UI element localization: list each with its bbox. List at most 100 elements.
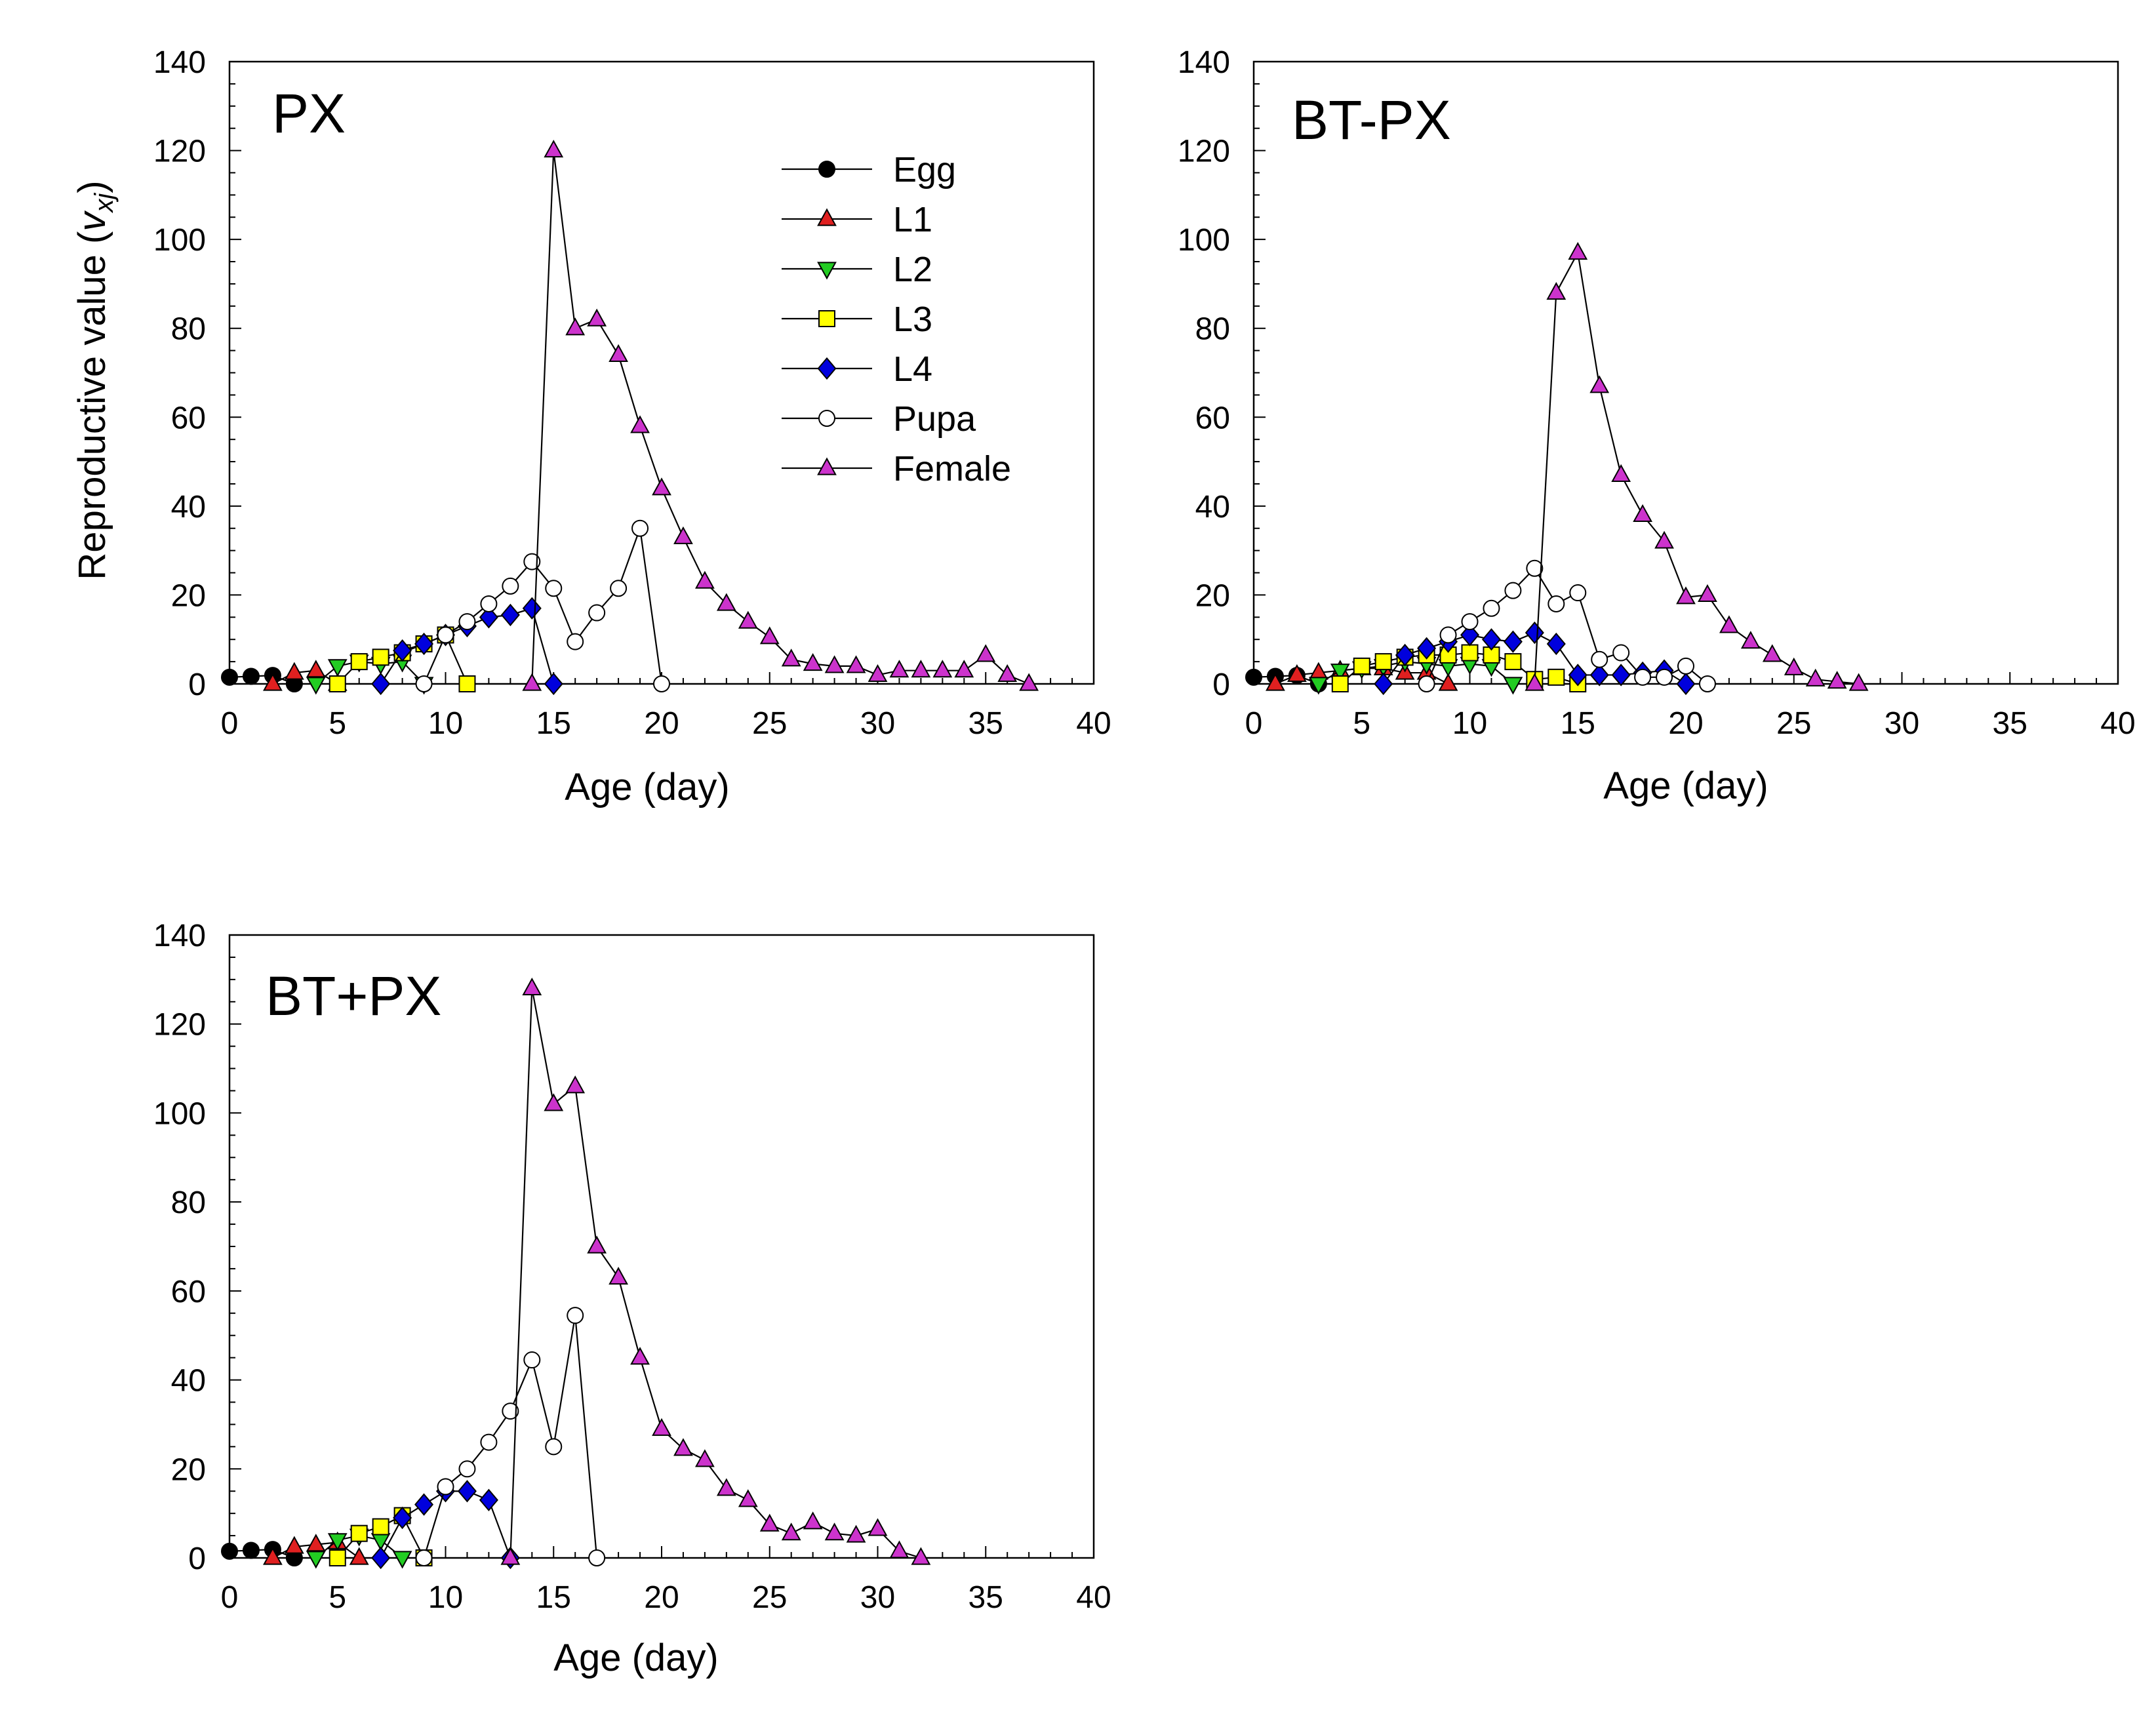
legend-label-l4: L4 xyxy=(893,349,932,389)
data-point-pupa xyxy=(480,1433,498,1451)
x-tick-label: 35 xyxy=(1993,706,2027,741)
panel-title: PX xyxy=(272,83,346,144)
x-tick-label: 25 xyxy=(1776,706,1811,741)
y-tick-label: 60 xyxy=(171,1275,206,1309)
data-point-female xyxy=(1848,673,1869,691)
data-point-female xyxy=(609,1267,628,1285)
legend-label-egg: Egg xyxy=(893,150,956,189)
legend-marker-l4 xyxy=(817,357,837,380)
data-point-female xyxy=(587,1235,607,1254)
x-tick-label: 0 xyxy=(221,706,239,741)
data-point-pupa xyxy=(545,1438,563,1456)
x-tick-label: 5 xyxy=(1353,706,1370,741)
data-point-l3 xyxy=(350,653,368,671)
data-point-pupa xyxy=(588,604,606,622)
data-point-female xyxy=(911,660,931,678)
y-tick-label: 100 xyxy=(153,223,206,258)
y-axis-title-symbol: v xyxy=(71,210,113,231)
data-point-female xyxy=(1611,464,1631,483)
x-axis-title: Age (day) xyxy=(565,766,729,808)
x-tick-label: 30 xyxy=(860,706,895,741)
data-point-pupa xyxy=(631,519,649,537)
data-point-l4 xyxy=(500,603,520,627)
data-point-pupa xyxy=(437,1478,454,1496)
x-tick-label: 40 xyxy=(2100,706,2135,741)
data-point-l4 xyxy=(1568,664,1587,686)
data-point-egg xyxy=(221,1542,238,1560)
y-tick-label: 60 xyxy=(171,401,206,435)
data-point-female xyxy=(738,1489,758,1507)
data-point-pupa xyxy=(1547,595,1565,612)
data-point-female xyxy=(1698,584,1717,603)
data-point-female xyxy=(781,648,801,667)
data-point-female xyxy=(824,655,845,673)
x-tick-label: 25 xyxy=(752,706,787,741)
data-point-l4 xyxy=(457,1480,477,1503)
y-tick-label: 120 xyxy=(153,1008,206,1043)
y-tick-label: 100 xyxy=(153,1096,206,1131)
data-point-l3 xyxy=(350,1524,368,1542)
x-tick-label: 5 xyxy=(329,1580,346,1615)
series-line-egg xyxy=(229,1548,295,1559)
data-point-pupa xyxy=(523,553,541,570)
data-point-pupa xyxy=(458,613,476,631)
x-tick-label: 10 xyxy=(1452,706,1487,741)
data-point-l4 xyxy=(414,1493,434,1516)
data-point-l3 xyxy=(1504,653,1522,671)
data-point-l3 xyxy=(372,1518,389,1536)
data-point-female xyxy=(824,1522,845,1541)
y-tick-label: 140 xyxy=(153,919,206,953)
x-tick-label: 15 xyxy=(536,706,571,741)
data-point-l4 xyxy=(414,632,434,656)
data-point-female xyxy=(673,1438,693,1456)
data-point-pupa xyxy=(567,1307,584,1324)
plot-frame xyxy=(228,934,1095,1559)
x-tick-label: 40 xyxy=(1076,1580,1111,1615)
y-tick-label: 20 xyxy=(171,1452,206,1487)
data-point-egg xyxy=(221,668,238,686)
data-point-female xyxy=(544,1093,564,1111)
data-point-l3 xyxy=(458,675,476,692)
data-point-female xyxy=(609,344,628,362)
data-point-female xyxy=(565,1075,586,1094)
data-point-l4 xyxy=(1525,621,1544,645)
data-point-female xyxy=(1676,586,1696,605)
data-point-l1 xyxy=(263,673,283,691)
data-point-female xyxy=(803,1511,823,1530)
y-tick-label: 20 xyxy=(171,578,206,613)
data-point-female xyxy=(1740,631,1761,649)
data-point-l1 xyxy=(284,1536,304,1554)
data-point-l2 xyxy=(327,659,348,677)
data-point-l1 xyxy=(1266,673,1285,691)
data-point-l1 xyxy=(349,1547,369,1565)
data-point-female xyxy=(652,477,671,496)
data-point-female xyxy=(1762,644,1782,662)
y-tick-label: 120 xyxy=(153,134,206,169)
data-point-female xyxy=(716,593,736,611)
x-tick-label: 40 xyxy=(1076,706,1111,741)
data-point-pupa xyxy=(1677,657,1694,675)
y-axis-title-subscript: xj xyxy=(90,193,119,214)
data-point-pupa xyxy=(458,1460,476,1478)
data-point-female xyxy=(781,1522,801,1541)
series-line-pupa xyxy=(423,528,663,685)
data-point-female xyxy=(1633,504,1652,523)
x-tick-label: 0 xyxy=(1245,706,1263,741)
legend: Egg L1 L2 L3 L4 Pupa Female xyxy=(782,150,1011,488)
data-point-l3 xyxy=(329,1549,346,1566)
data-point-l4 xyxy=(393,639,412,662)
data-point-pupa xyxy=(1461,613,1479,631)
data-point-pupa xyxy=(1526,559,1544,577)
x-tick-label: 10 xyxy=(428,706,463,741)
panel-bt-px: BT-PX Age (day) 0 5 10 15 20 25 30 35 40 0 20 40 60 8… xyxy=(1178,45,2136,807)
data-point-pupa xyxy=(480,595,498,612)
data-point-female xyxy=(1546,282,1567,300)
data-point-l3 xyxy=(329,675,346,692)
data-point-female xyxy=(522,977,542,996)
data-point-l3 xyxy=(1353,657,1370,675)
data-point-l3 xyxy=(372,648,389,666)
y-tick-label: 40 xyxy=(1195,490,1230,525)
data-point-l1 xyxy=(306,1534,326,1552)
legend-label-l3: L3 xyxy=(893,300,932,339)
